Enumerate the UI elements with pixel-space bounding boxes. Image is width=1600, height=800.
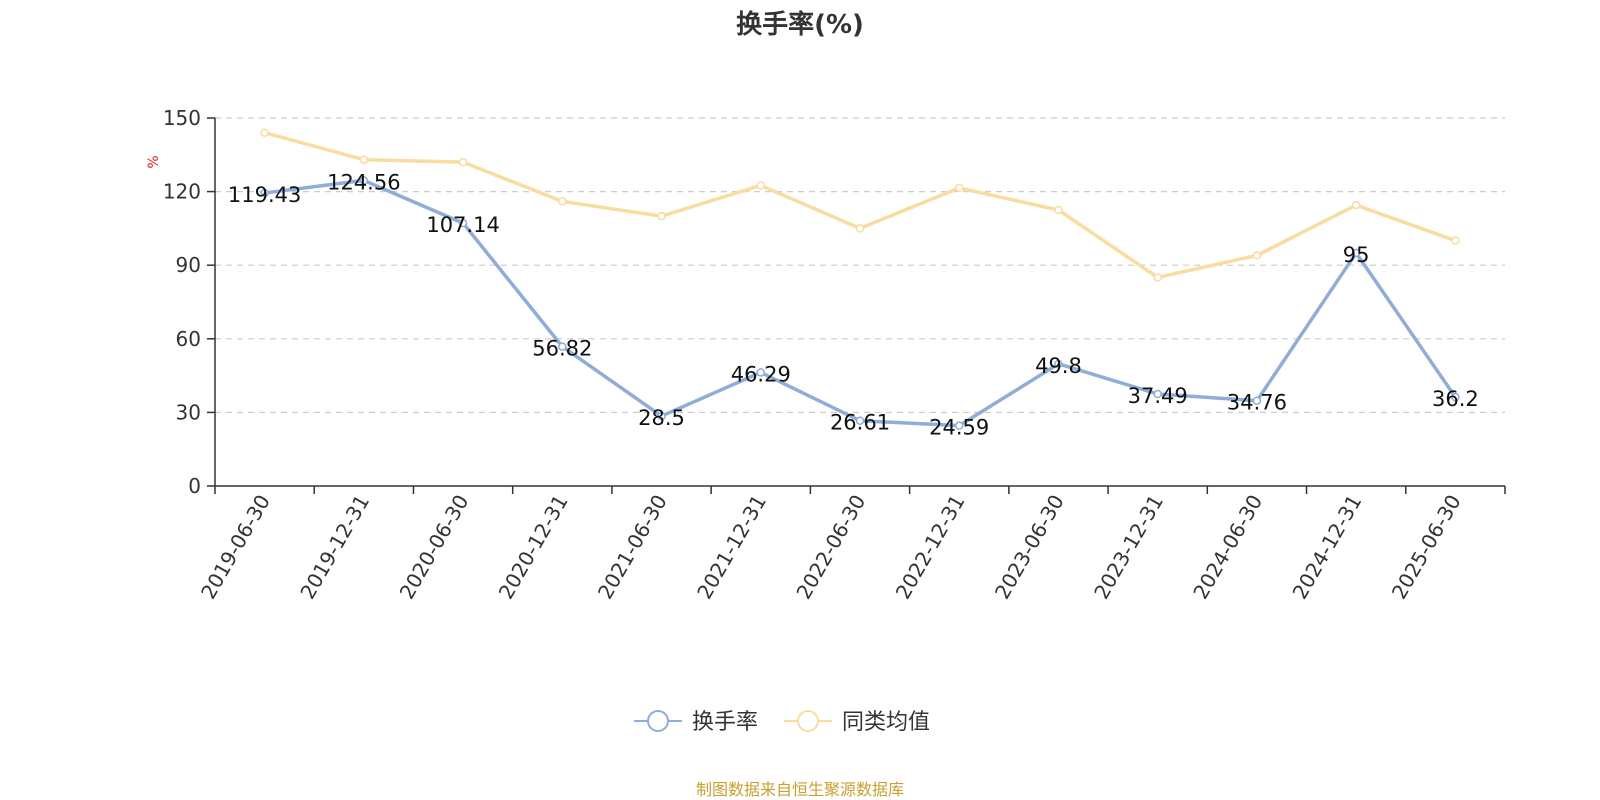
data-point: [1054, 359, 1063, 369]
x-tick-label: 2022-12-31: [891, 490, 970, 603]
data-point: [359, 155, 369, 164]
grid-lines: [215, 117, 1505, 413]
legend-item-1[interactable]: 同类均值: [784, 710, 930, 735]
data-label: 36.2: [1432, 387, 1479, 411]
x-tick-label: 2024-06-30: [1188, 491, 1267, 604]
chart-title: 换手率(%): [736, 9, 864, 40]
legend-item-0[interactable]: 换手率: [634, 710, 758, 735]
data-point: [1054, 205, 1063, 215]
data-label: 107.14: [426, 213, 499, 237]
data-point: [855, 416, 865, 425]
series-layer: [260, 128, 1460, 430]
y-tick-label: 120: [163, 180, 201, 204]
legend-marker: [797, 710, 819, 732]
data-point: [1451, 392, 1460, 402]
data-point: [1451, 236, 1460, 245]
data-point: [657, 411, 666, 421]
data-point: [1252, 396, 1262, 405]
data-label: 24.59: [929, 416, 989, 440]
data-point: [260, 188, 269, 198]
source-note: 制图数据来自恒生聚源数据库: [696, 780, 904, 799]
y-tick-label: 0: [188, 474, 201, 498]
data-point: [1351, 200, 1361, 210]
x-tick-label: 2021-06-30: [593, 491, 672, 604]
data-label: 95: [1343, 243, 1370, 267]
data-point: [657, 211, 666, 221]
legend-label: 换手率: [692, 710, 758, 735]
data-label: 37.49: [1128, 384, 1188, 408]
data-label: 26.61: [830, 411, 890, 435]
legend-label: 同类均值: [842, 710, 930, 735]
data-label: 119.43: [228, 183, 301, 207]
data-point: [1252, 251, 1262, 260]
data-point: [1153, 273, 1162, 282]
data-point: [458, 157, 468, 167]
x-tick-label: 2020-06-30: [395, 490, 474, 603]
x-tick-label: 2024-12-31: [1288, 491, 1367, 604]
y-tick-label: 150: [163, 106, 201, 130]
x-tick-label: 2019-06-30: [196, 491, 275, 604]
data-point: [359, 176, 369, 185]
x-tick-label: 2019-12-31: [295, 491, 374, 604]
legend[interactable]: 换手率 同类均值: [634, 710, 930, 735]
y-tick-label: 60: [176, 327, 201, 351]
data-label: 28.5: [638, 406, 685, 430]
data-point: [756, 368, 766, 377]
y-tick-label: 90: [176, 253, 201, 277]
data-label: 124.56: [327, 170, 400, 194]
data-point: [458, 218, 468, 228]
data-label: 34.76: [1227, 391, 1287, 415]
data-label: 46.29: [731, 362, 791, 386]
data-point: [756, 181, 766, 190]
data-point: [954, 183, 964, 193]
x-tick-label: 2023-06-30: [990, 491, 1069, 604]
y-axis-unit-label: %: [146, 155, 162, 168]
x-tick-label: 2022-06-30: [791, 491, 870, 604]
y-tick-label: 30: [176, 400, 201, 424]
x-tick-label: 2025-06-30: [1387, 491, 1466, 604]
x-tick-label: 2020-12-31: [494, 491, 573, 604]
legend-marker: [647, 710, 669, 732]
data-label: 56.82: [532, 337, 592, 361]
series-line-1: [264, 131, 1456, 280]
data-point: [558, 342, 567, 351]
data-point: [1153, 389, 1162, 399]
data-point: [855, 224, 865, 233]
data-point: [954, 421, 964, 430]
data-labels: 119.43 124.56 107.14 56.82 28.5 46.29 26.61 24.…: [228, 170, 1479, 439]
x-tick-label: 2021-12-31: [692, 491, 771, 604]
data-point: [1351, 248, 1361, 258]
data-label: 49.8: [1035, 354, 1082, 378]
data-point: [260, 128, 269, 137]
data-point: [558, 197, 567, 206]
x-tick-label: 2023-12-31: [1089, 491, 1168, 604]
